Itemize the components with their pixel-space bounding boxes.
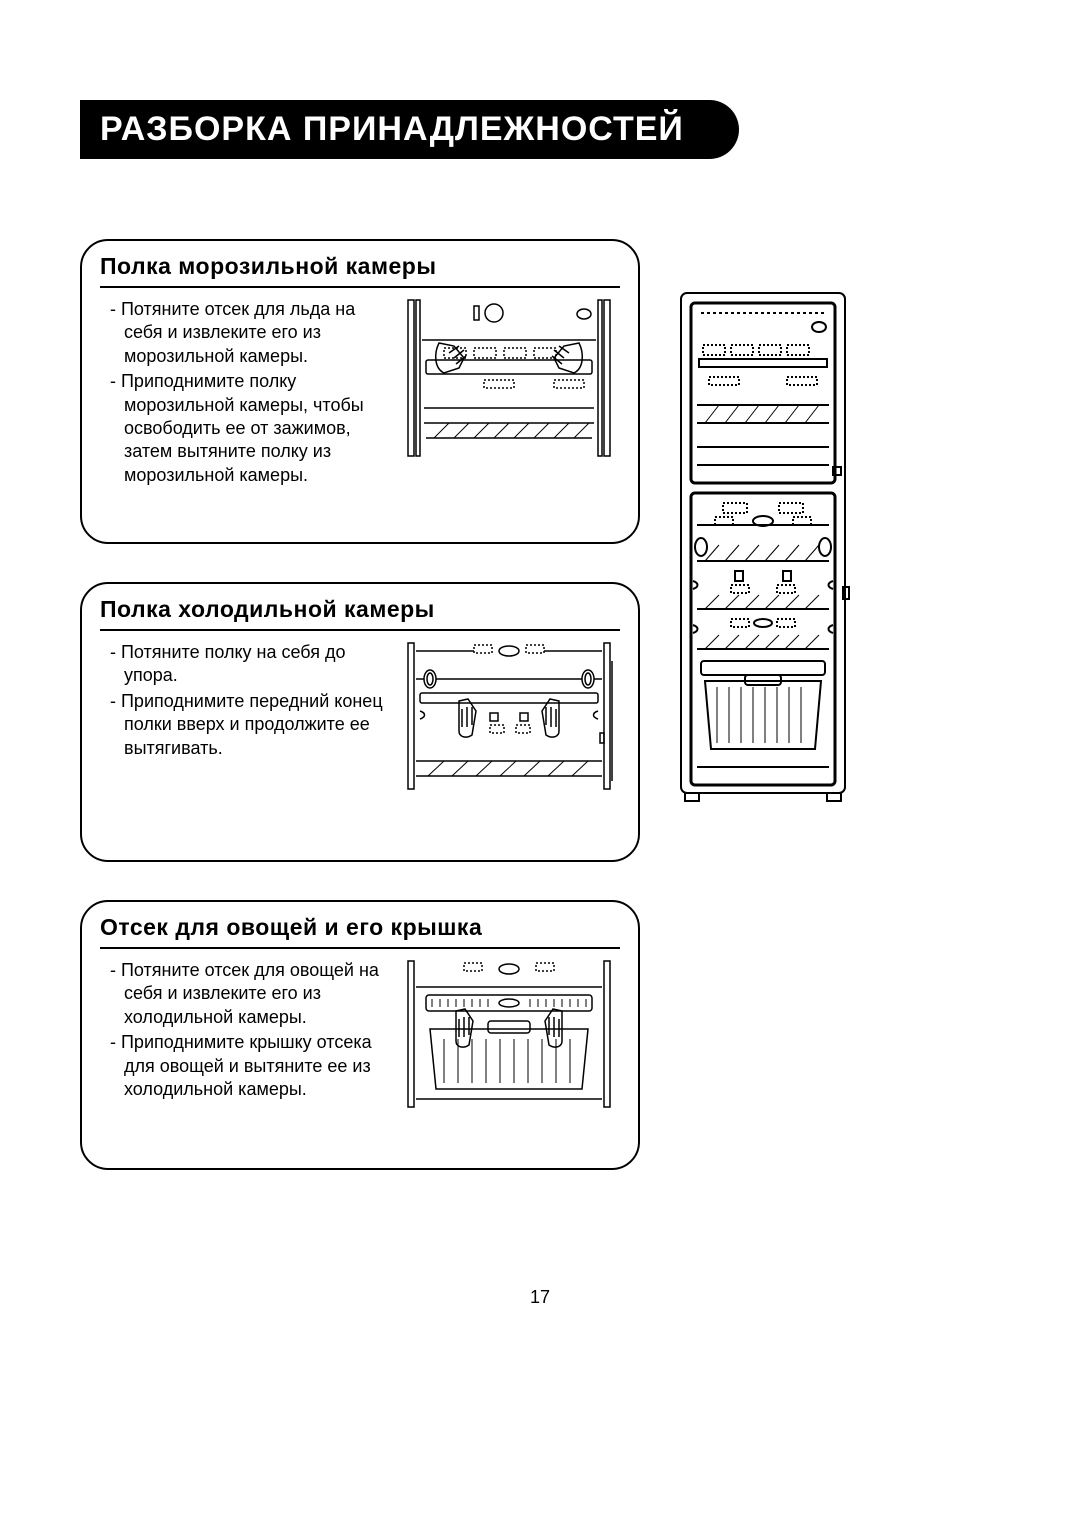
section-title: Полка морозильной камеры: [100, 253, 620, 288]
sections-column: Полка морозильной камеры - Потяните отсе…: [80, 239, 640, 1208]
section-fridge-shelf: Полка холодильной камеры - Потяните полк…: [80, 582, 640, 862]
content-row: Полка морозильной камеры - Потяните отсе…: [80, 239, 1020, 1208]
hand-left-icon: [459, 699, 476, 737]
page-title-banner: РАЗБОРКА ПРИНАДЛЕЖНОСТЕЙ: [80, 100, 739, 159]
bullet: - Приподнимите передний конец полки ввер…: [100, 690, 390, 760]
bullet: - Приподнимите крышку отсека для овощей …: [100, 1031, 390, 1101]
fridge-overview-illustration: [675, 289, 855, 809]
section-text: - Потяните полку на себя до упора. - При…: [100, 641, 390, 762]
section-title: Полка холодильной камеры: [100, 596, 620, 631]
hand-right-icon: [542, 699, 559, 737]
fridge-shelf-illustration: [404, 641, 620, 791]
bullet: - Приподнимите полку морозильной камеры,…: [100, 370, 390, 487]
bullet: - Потяните отсек для овощей на себя и из…: [100, 959, 390, 1029]
section-text: - Потяните отсек для овощей на себя и из…: [100, 959, 390, 1103]
bullet: - Потяните полку на себя до упора.: [100, 641, 390, 688]
bullet: - Потяните отсек для льда на себя и извл…: [100, 298, 390, 368]
hand-right-icon: [552, 343, 582, 373]
hand-left-icon: [456, 1009, 473, 1047]
section-freezer-shelf: Полка морозильной камеры - Потяните отсе…: [80, 239, 640, 544]
page-number: 17: [0, 1287, 1080, 1308]
section-text: - Потяните отсек для льда на себя и извл…: [100, 298, 390, 489]
vegetable-bin-illustration: [404, 959, 620, 1109]
section-title: Отсек для овощей и его крышка: [100, 914, 620, 949]
section-vegetable-bin: Отсек для овощей и его крышка - Потяните…: [80, 900, 640, 1170]
hand-right-icon: [545, 1009, 562, 1047]
freezer-shelf-illustration: [404, 298, 620, 458]
